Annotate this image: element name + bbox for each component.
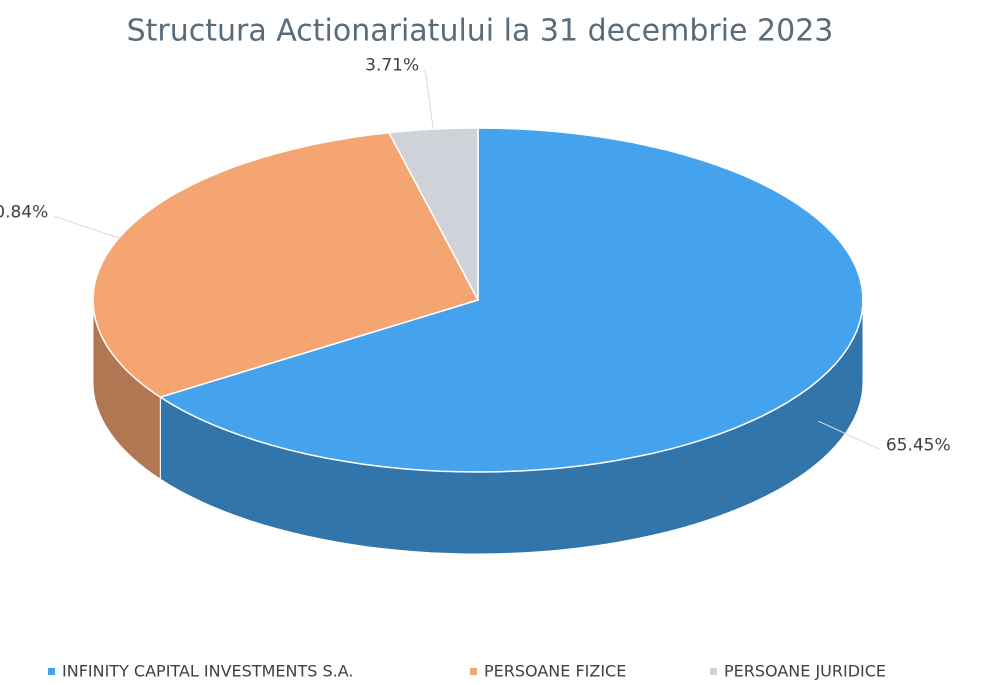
leader-line bbox=[818, 420, 881, 450]
legend-label: PERSOANE FIZICE bbox=[484, 662, 626, 681]
legend-swatch bbox=[48, 668, 55, 675]
data-label: 65.45% bbox=[886, 435, 951, 455]
leader-line bbox=[424, 69, 434, 130]
data-label: 30.84% bbox=[0, 202, 48, 222]
legend-label: INFINITY CAPITAL INVESTMENTS S.A. bbox=[62, 662, 353, 681]
leader-line bbox=[54, 215, 120, 239]
legend-label: PERSOANE JURIDICE bbox=[724, 662, 886, 681]
slice bbox=[158, 127, 864, 473]
slice bbox=[387, 127, 479, 301]
legend-swatch bbox=[710, 668, 717, 675]
data-label: 3.71% bbox=[365, 55, 419, 75]
legend-swatch bbox=[470, 668, 477, 675]
slice bbox=[92, 131, 480, 398]
chart-title: Structura Actionariatului la 31 decembri… bbox=[127, 14, 834, 49]
